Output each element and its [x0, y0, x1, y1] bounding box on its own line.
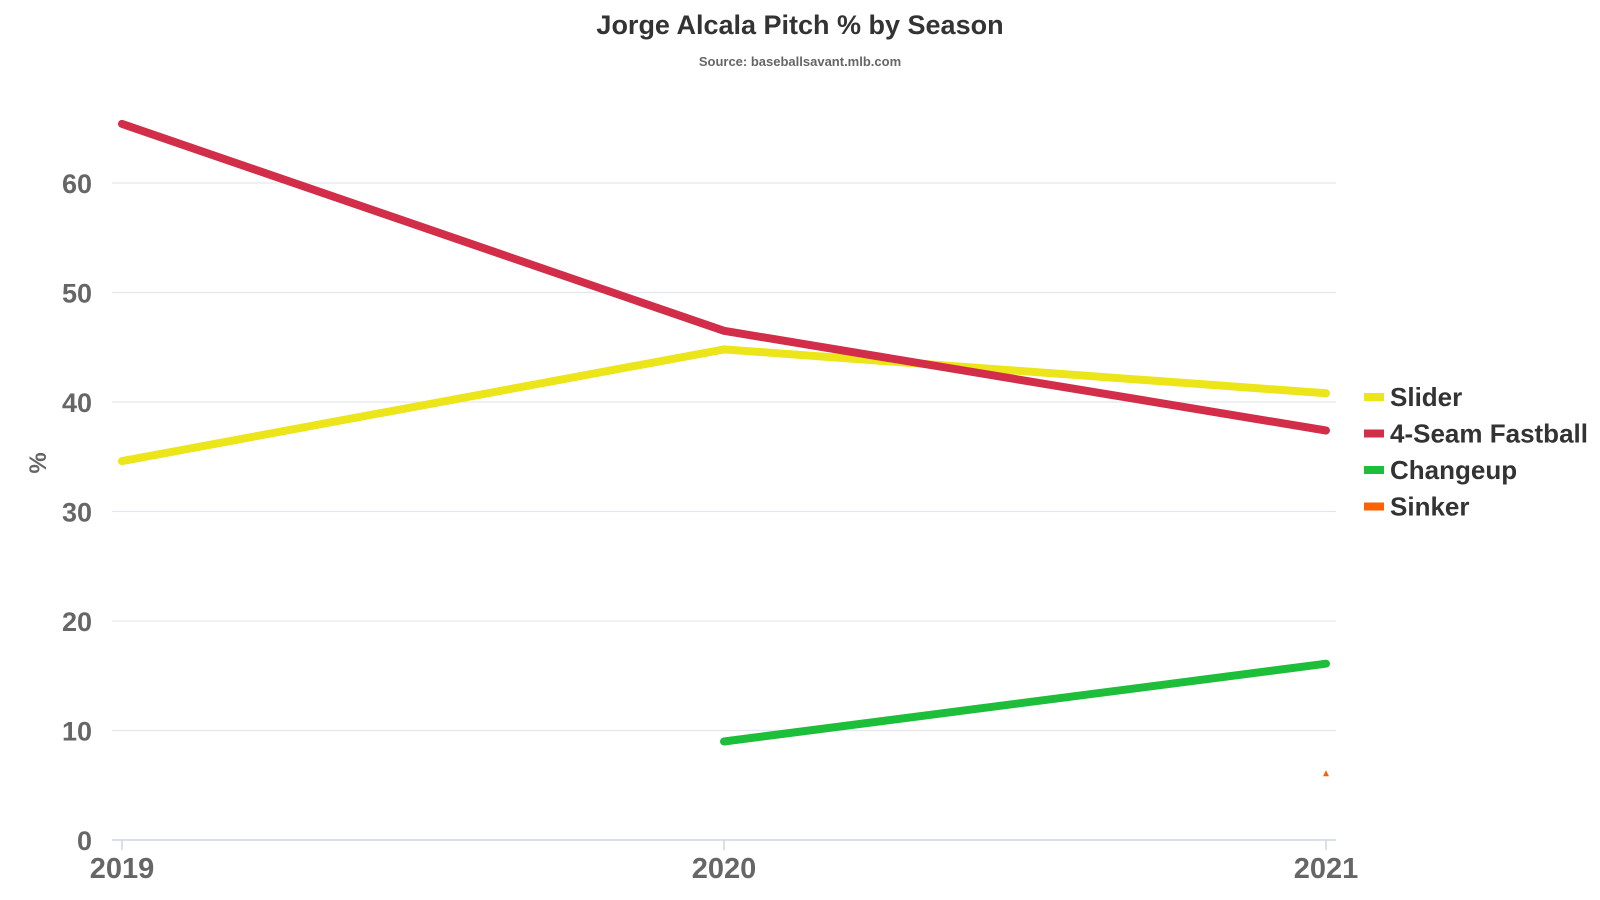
series-lines: [118, 119, 1330, 777]
y-axis-title: %: [25, 452, 52, 473]
y-tick-label: 10: [62, 717, 92, 747]
chart-title: Jorge Alcala Pitch % by Season: [596, 10, 1004, 40]
series-line: [720, 659, 1330, 746]
y-tick-label: 0: [77, 826, 92, 856]
series-line: [118, 119, 1330, 435]
chart-subtitle: Source: baseballsavant.mlb.com: [698, 54, 902, 69]
legend-swatch: [1364, 429, 1384, 438]
legend-label: Changeup: [1390, 455, 1517, 485]
legend-label: 4-Seam Fastball: [1390, 419, 1588, 449]
legend-swatch: [1364, 393, 1384, 401]
legend-swatch: [1364, 502, 1384, 511]
legend-item[interactable]: Slider: [1364, 382, 1462, 412]
x-tick-label: 2019: [90, 853, 155, 885]
y-tick-label: 40: [62, 388, 92, 418]
legend-swatch: [1364, 466, 1384, 474]
legend-label: Slider: [1390, 382, 1462, 412]
series-line: [118, 345, 1330, 466]
legend[interactable]: Slider 4-Seam Fastball Changeup Sinker: [1364, 382, 1588, 522]
y-tick-label: 60: [62, 169, 92, 199]
grid-lines: [112, 182, 1336, 732]
axes: 0 10 20 30 40 50 60 2019 2020 2021%: [25, 169, 1358, 885]
legend-item[interactable]: Changeup: [1364, 455, 1517, 485]
series-point-marker: [1323, 770, 1329, 777]
x-tick-label: 2020: [692, 853, 757, 885]
y-tick-label: 20: [62, 607, 92, 637]
y-tick-label: 50: [62, 279, 92, 309]
y-tick-label: 30: [62, 498, 92, 528]
legend-item[interactable]: Sinker: [1364, 492, 1470, 522]
legend-item[interactable]: 4-Seam Fastball: [1364, 419, 1588, 449]
legend-label: Sinker: [1390, 492, 1470, 522]
x-tick-label: 2021: [1294, 853, 1359, 885]
